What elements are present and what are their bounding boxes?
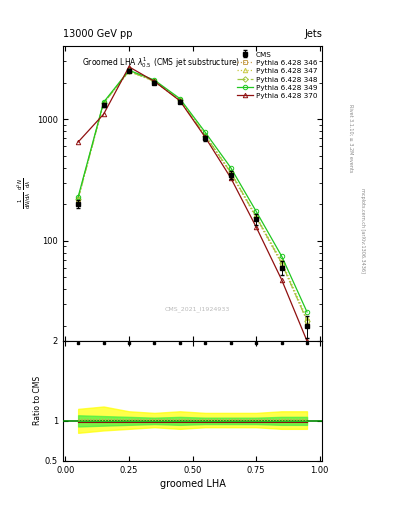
Pythia 6.428 370 [152, 78, 157, 84]
Pythia 6.428 346 [228, 170, 233, 176]
Pythia 6.428 370 [228, 175, 233, 181]
Pythia 6.428 370 [178, 98, 182, 104]
Line: Pythia 6.428 348: Pythia 6.428 348 [76, 69, 309, 323]
Pythia 6.428 349 [228, 164, 233, 170]
Pythia 6.428 346 [127, 68, 131, 74]
Pythia 6.428 348 [152, 78, 157, 84]
Pythia 6.428 348 [76, 196, 81, 202]
Pythia 6.428 370 [305, 338, 309, 344]
Pythia 6.428 346 [101, 100, 106, 106]
Line: Pythia 6.428 349: Pythia 6.428 349 [76, 68, 309, 314]
Y-axis label: $\frac{1}{\mathrm{d}N/\mathrm{d}\lambda}\ \frac{\mathrm{d}^2N}{\mathrm{d}\lambda: $\frac{1}{\mathrm{d}N/\mathrm{d}\lambda}… [15, 178, 33, 209]
Pythia 6.428 347 [203, 132, 208, 138]
Pythia 6.428 349 [279, 253, 284, 259]
Pythia 6.428 370 [279, 276, 284, 283]
Pythia 6.428 348 [101, 100, 106, 106]
Pythia 6.428 349 [305, 309, 309, 315]
Pythia 6.428 347 [178, 97, 182, 103]
Pythia 6.428 348 [203, 133, 208, 139]
Pythia 6.428 349 [127, 67, 131, 73]
Pythia 6.428 347 [254, 213, 259, 219]
Pythia 6.428 348 [127, 68, 131, 74]
Pythia 6.428 346 [305, 318, 309, 324]
Pythia 6.428 347 [279, 258, 284, 264]
Pythia 6.428 347 [305, 315, 309, 322]
Pythia 6.428 348 [254, 214, 259, 220]
Pythia 6.428 347 [76, 195, 81, 201]
Line: Pythia 6.428 346: Pythia 6.428 346 [76, 69, 309, 323]
Pythia 6.428 347 [228, 168, 233, 175]
Y-axis label: Ratio to CMS: Ratio to CMS [33, 376, 42, 425]
Pythia 6.428 347 [152, 78, 157, 84]
Pythia 6.428 349 [254, 208, 259, 215]
Pythia 6.428 346 [279, 261, 284, 267]
Legend: CMS, Pythia 6.428 346, Pythia 6.428 347, Pythia 6.428 348, Pythia 6.428 349, Pyt: CMS, Pythia 6.428 346, Pythia 6.428 347,… [235, 50, 319, 100]
Pythia 6.428 370 [203, 134, 208, 140]
Pythia 6.428 346 [152, 78, 157, 84]
Pythia 6.428 370 [127, 64, 131, 70]
Pythia 6.428 349 [152, 77, 157, 83]
Pythia 6.428 348 [178, 97, 182, 103]
Pythia 6.428 346 [178, 97, 182, 103]
Text: Rivet 3.1.10; ≥ 3.2M events: Rivet 3.1.10; ≥ 3.2M events [348, 104, 353, 173]
Pythia 6.428 346 [76, 196, 81, 202]
Pythia 6.428 370 [101, 111, 106, 117]
Pythia 6.428 347 [101, 100, 106, 106]
Text: 13000 GeV pp: 13000 GeV pp [63, 29, 132, 39]
Pythia 6.428 348 [228, 169, 233, 176]
Pythia 6.428 349 [76, 194, 81, 200]
Text: Jets: Jets [305, 29, 322, 39]
Line: Pythia 6.428 370: Pythia 6.428 370 [76, 65, 309, 343]
Text: Groomed LHA $\lambda^{1}_{0.5}$ (CMS jet substructure): Groomed LHA $\lambda^{1}_{0.5}$ (CMS jet… [83, 55, 241, 70]
Pythia 6.428 349 [101, 99, 106, 105]
Text: mcplots.cern.ch [arXiv:1306.3436]: mcplots.cern.ch [arXiv:1306.3436] [360, 188, 365, 273]
Pythia 6.428 349 [178, 96, 182, 102]
X-axis label: groomed LHA: groomed LHA [160, 479, 226, 489]
Pythia 6.428 348 [305, 318, 309, 324]
Pythia 6.428 348 [279, 260, 284, 266]
Line: Pythia 6.428 347: Pythia 6.428 347 [76, 69, 309, 321]
Pythia 6.428 346 [203, 133, 208, 139]
Pythia 6.428 346 [254, 215, 259, 221]
Pythia 6.428 349 [203, 130, 208, 136]
Pythia 6.428 370 [76, 139, 81, 145]
Text: CMS_2021_I1924933: CMS_2021_I1924933 [165, 306, 230, 311]
Pythia 6.428 347 [127, 68, 131, 74]
Pythia 6.428 370 [254, 224, 259, 230]
